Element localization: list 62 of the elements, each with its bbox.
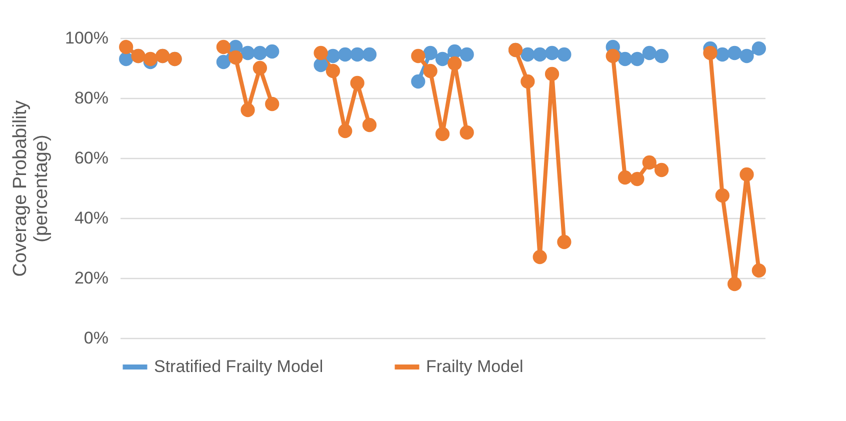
point — [240, 46, 255, 60]
point — [460, 47, 474, 62]
point — [557, 234, 572, 250]
point — [350, 47, 364, 62]
point — [265, 44, 280, 59]
point — [544, 46, 560, 60]
point — [362, 47, 377, 62]
point — [143, 52, 158, 66]
point — [752, 263, 766, 278]
y-tick-label: 100% — [65, 28, 108, 48]
y-tick-label: 60% — [74, 148, 108, 168]
point — [544, 66, 560, 82]
point — [216, 40, 231, 54]
point — [630, 172, 644, 186]
point — [435, 126, 450, 142]
point — [728, 46, 742, 60]
y-tick-label: 20% — [74, 268, 108, 288]
point — [314, 46, 328, 60]
point — [338, 124, 352, 138]
point — [606, 48, 620, 64]
point — [326, 64, 340, 78]
y-tick-label: 0% — [84, 328, 108, 348]
point — [216, 54, 231, 70]
point — [728, 276, 742, 292]
legend-label: Frailty Model — [426, 357, 524, 376]
point — [630, 52, 644, 66]
point — [752, 41, 766, 56]
point — [252, 46, 268, 60]
point — [119, 40, 134, 54]
point — [520, 74, 535, 89]
point — [265, 96, 280, 112]
point — [642, 46, 656, 60]
point — [435, 52, 450, 66]
point — [618, 170, 632, 185]
point — [460, 125, 474, 140]
legend-label: Stratified Frailty Model — [154, 357, 324, 376]
point — [520, 47, 535, 62]
point — [448, 56, 462, 71]
point — [411, 74, 426, 89]
y-tick-label: 80% — [74, 88, 108, 108]
point — [715, 188, 730, 203]
y-tick-label: 40% — [74, 208, 108, 228]
point — [740, 48, 754, 64]
point — [252, 60, 268, 76]
point — [350, 76, 364, 90]
point — [362, 118, 377, 132]
point — [314, 58, 328, 72]
y-axis-title: Coverage Probability (percentage) — [10, 100, 52, 277]
point — [654, 162, 669, 178]
point — [228, 50, 243, 65]
point — [423, 64, 438, 78]
point — [240, 102, 255, 118]
point — [557, 47, 572, 62]
point — [423, 46, 438, 60]
point — [642, 155, 656, 170]
point — [532, 47, 547, 62]
point — [532, 250, 547, 264]
point — [338, 47, 352, 62]
point — [703, 46, 718, 60]
point — [740, 167, 754, 182]
point — [411, 48, 426, 64]
point — [654, 48, 669, 64]
